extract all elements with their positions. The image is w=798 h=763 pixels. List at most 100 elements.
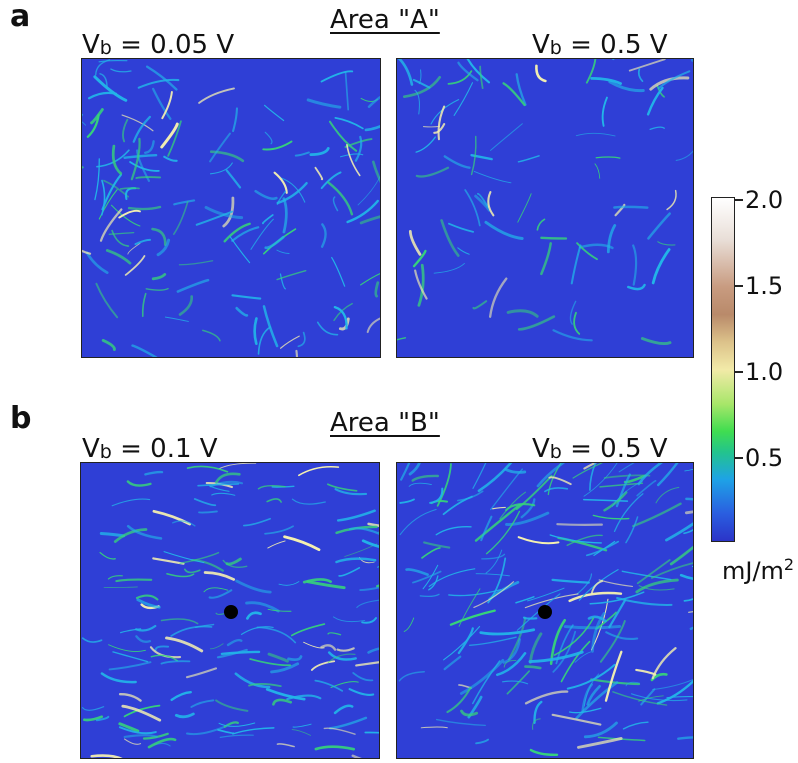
texture-stripe xyxy=(583,721,618,739)
texture-stripe xyxy=(127,242,141,255)
texture-stripe xyxy=(647,212,671,240)
texture-stripe xyxy=(448,588,502,597)
texture-stripe xyxy=(598,579,634,587)
texture-stripe xyxy=(515,73,527,106)
texture-stripe xyxy=(399,508,437,536)
texture-stripe xyxy=(267,608,292,612)
texture-stripe xyxy=(611,480,644,507)
texture-stripe xyxy=(303,641,325,649)
texture-stripe xyxy=(476,192,490,209)
texture-stripe xyxy=(428,575,439,591)
texture-stripe xyxy=(576,573,593,595)
texture-stripe xyxy=(218,722,256,727)
texture-stripe xyxy=(267,540,286,549)
texture-stripe xyxy=(81,706,105,711)
texture-stripe xyxy=(583,463,598,470)
texture-stripe xyxy=(477,463,513,493)
texture-stripe xyxy=(334,117,364,130)
texture-stripe xyxy=(283,535,321,552)
texture-stripe xyxy=(261,214,274,225)
texture-stripe xyxy=(528,632,543,664)
texture-stripe xyxy=(99,208,123,242)
texture-stripe xyxy=(170,625,213,637)
texture-stripe xyxy=(535,64,547,83)
texture-stripe xyxy=(442,495,473,516)
texture-stripe xyxy=(161,90,173,120)
texture-stripe xyxy=(473,581,515,609)
texture-stripe xyxy=(211,492,236,496)
texture-stripe xyxy=(470,135,477,176)
texture-stripe xyxy=(183,568,201,574)
texture-stripe xyxy=(118,209,141,219)
texture-stripe xyxy=(290,623,326,637)
texture-stripe xyxy=(417,263,425,307)
texture-stripe xyxy=(291,498,326,505)
texture-stripe xyxy=(225,169,242,189)
texture-stripe xyxy=(332,616,366,623)
texture-stripe xyxy=(356,599,379,609)
texture-stripe xyxy=(666,189,677,211)
texture-stripe xyxy=(357,175,380,206)
texture-stripe xyxy=(90,754,123,758)
texture-stripe xyxy=(640,337,672,346)
texture-stripe xyxy=(677,736,693,740)
texture-stripe xyxy=(594,163,601,179)
texture-stripe xyxy=(480,515,493,542)
texture-stripe xyxy=(110,204,141,227)
texture-stripe xyxy=(504,468,527,474)
colorbar-tick xyxy=(735,371,743,373)
texture-stripe xyxy=(468,636,517,647)
texture-stripe xyxy=(632,244,638,286)
texture-stripe xyxy=(98,59,128,63)
texture-stripe xyxy=(505,503,536,512)
texture-stripe xyxy=(540,236,568,240)
texture-stripe xyxy=(294,151,310,157)
texture-stripe xyxy=(656,84,665,98)
texture-stripe xyxy=(372,160,380,184)
texture-stripe xyxy=(160,660,191,665)
texture-stripe xyxy=(566,534,603,547)
texture-stripe xyxy=(93,75,128,102)
texture-stripe xyxy=(262,305,279,348)
texture-stripe xyxy=(475,573,510,577)
texture-stripe xyxy=(82,249,92,255)
texture-stripe xyxy=(573,311,581,335)
texture-stripe xyxy=(131,344,158,357)
panel-letter-b: b xyxy=(10,401,32,436)
texture-stripe xyxy=(621,570,672,581)
texture-stripe xyxy=(502,638,521,664)
texture-stripe xyxy=(320,644,337,651)
texture-stripe xyxy=(649,76,690,91)
colorbar-tick-label: 2.0 xyxy=(745,186,784,214)
texture-stripe xyxy=(472,300,488,310)
texture-stripe xyxy=(447,70,473,85)
texture-stripe xyxy=(524,665,542,670)
texture-stripe xyxy=(348,688,375,696)
texture-stripe xyxy=(323,727,356,735)
texture-stripe xyxy=(90,108,104,125)
texture-stripe xyxy=(471,660,501,705)
texture-stripe xyxy=(166,572,195,578)
texture-stripe xyxy=(361,617,378,624)
texture-stripe xyxy=(364,731,379,734)
texture-stripe xyxy=(179,551,220,565)
texture-stripe xyxy=(408,482,432,487)
texture-stripe xyxy=(297,331,306,348)
colorbar xyxy=(711,197,735,542)
texture-stripe xyxy=(568,707,602,714)
texture-stripe xyxy=(302,578,332,584)
texture-stripe xyxy=(376,584,379,588)
texture-stripe xyxy=(209,162,233,175)
texture-stripe xyxy=(123,153,158,159)
texture-stripe xyxy=(124,738,142,745)
texture-stripe xyxy=(232,107,238,133)
texture-stripe xyxy=(202,329,221,342)
texture-stripe xyxy=(306,580,346,590)
texture-stripe xyxy=(215,472,241,484)
texture-stripe xyxy=(544,487,569,493)
texture-stripe xyxy=(474,194,491,212)
texture-stripe xyxy=(683,528,693,535)
texture-stripe xyxy=(364,124,380,132)
texture-stripe xyxy=(121,704,162,722)
texture-stripe xyxy=(570,244,582,285)
